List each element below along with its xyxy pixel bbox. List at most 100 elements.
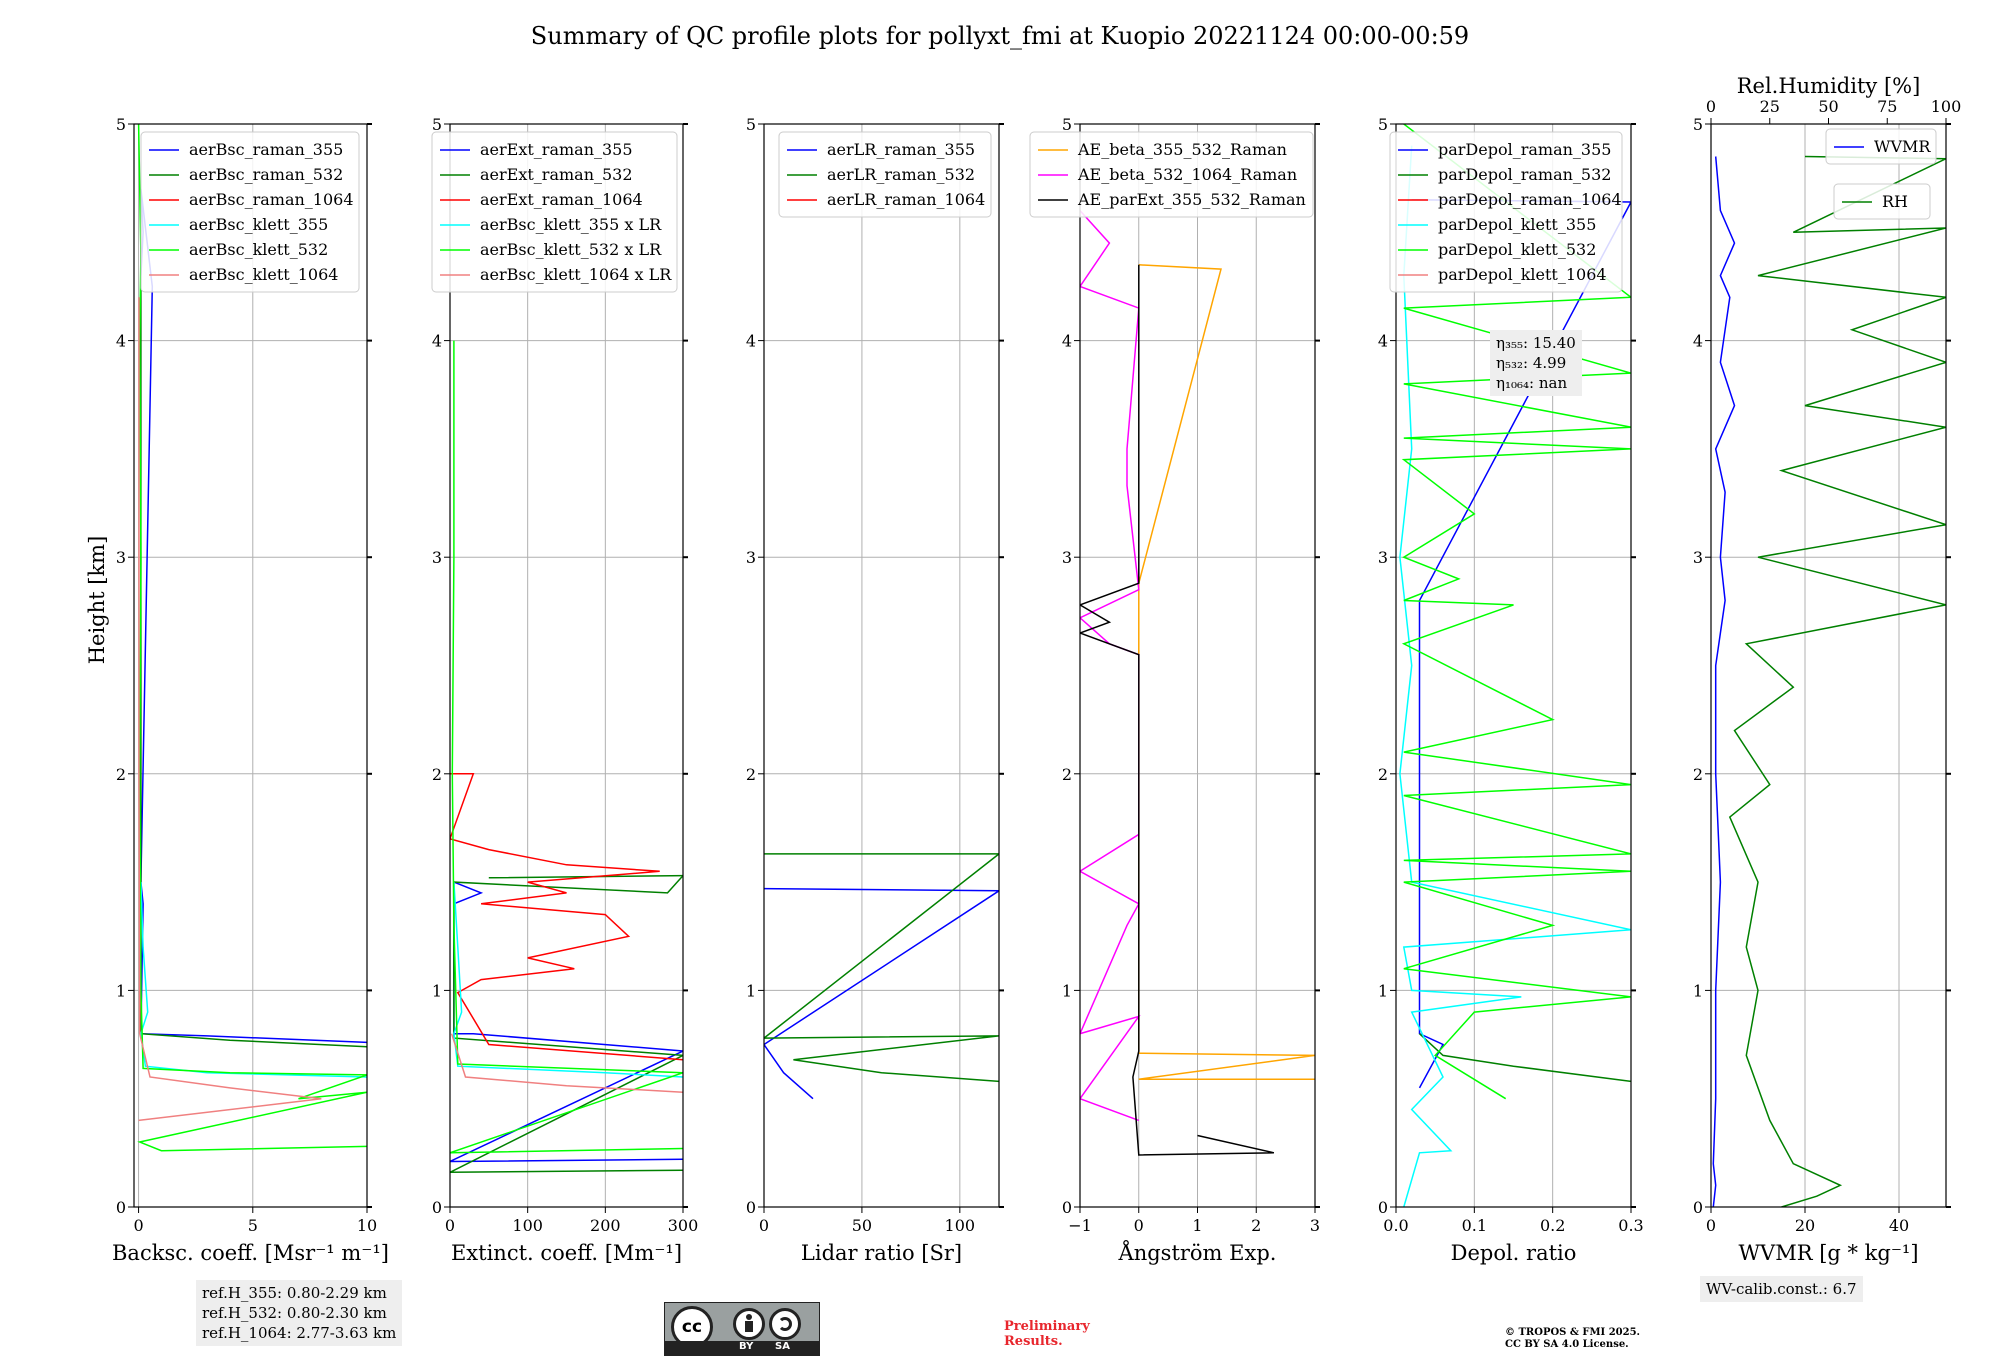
series-line-aerBsc_klett_532 — [137, 124, 367, 1152]
x-tick-label: 200 — [590, 1216, 621, 1235]
legend: parDepol_raman_355 parDepol_raman_532 parD… — [1389, 131, 1623, 293]
legend: AE_beta_355_532_Raman AE_beta_532_1064_Ra… — [1029, 131, 1314, 218]
legend-entry: WVMR — [1874, 137, 1931, 156]
series-line-aerExt_raman_355 — [450, 881, 683, 1163]
y-tick-label: 5 — [1062, 115, 1072, 134]
series-line-aerBsc_klett_355 — [140, 882, 367, 1078]
legend-entry: aerBsc_raman_1064 — [189, 190, 354, 209]
axes-frame — [133, 123, 368, 1208]
y-tick-label: 2 — [1062, 765, 1072, 784]
x-tick-label: 0 — [445, 1216, 455, 1235]
legend-entry: parDepol_raman_355 — [1438, 140, 1611, 159]
y-tick-label: 4 — [432, 332, 442, 351]
legend-entry: parDepol_klett_532 — [1438, 240, 1596, 259]
legend: RH — [1833, 183, 1931, 220]
legend-entry: AE_beta_532_1064_Raman — [1077, 165, 1297, 184]
legend-box — [778, 131, 992, 218]
axes-frame — [449, 123, 684, 1208]
y-tick-label: 3 — [432, 548, 442, 567]
legend-entry: AE_parExt_355_532_Raman — [1077, 190, 1306, 209]
legend-entry: aerLR_raman_532 — [827, 165, 975, 184]
eta-355: η₃₅₅: 15.40 — [1496, 334, 1576, 352]
series-line-aerBsc_klett_1064 x LR — [450, 1033, 683, 1093]
legend-entry: parDepol_klett_1064 — [1438, 265, 1607, 284]
y-tick-label: 5 — [1378, 115, 1388, 134]
y-tick-label: 4 — [1378, 332, 1388, 351]
legend-box — [1389, 131, 1623, 293]
series-line-RH — [1728, 155, 1946, 1207]
by-person-icon — [733, 1308, 765, 1340]
x-tick-label: 0.2 — [1540, 1216, 1565, 1235]
x2-tick-label: 100 — [1931, 97, 1962, 116]
legend: WVMR — [1825, 128, 1937, 165]
x-tick-label: 2 — [1251, 1216, 1261, 1235]
x-tick-label: 5 — [248, 1216, 258, 1235]
series-line-aerExt_raman_1064 — [450, 773, 683, 1061]
y-tick-label: 5 — [432, 115, 442, 134]
legend-entry: parDepol_klett_355 — [1438, 215, 1596, 234]
panel-p1: 0 1 2 3 4 5 0 5 10 Backsc. coeff. [Msr⁻¹ m⁻¹] aerB… — [112, 115, 389, 1265]
series-line-parDepol_klett_532 — [1401, 124, 1631, 1100]
refh-355: ref.H_355: 0.80-2.29 km — [202, 1284, 387, 1302]
x-tick-label: 300 — [668, 1216, 699, 1235]
legend-box — [140, 131, 360, 293]
y-tick-label: 5 — [1693, 115, 1703, 134]
series-line-parDepol_raman_532 — [1418, 1033, 1631, 1083]
y-tick-label: 2 — [1693, 765, 1703, 784]
y-tick-label: 4 — [1693, 332, 1703, 351]
y-tick-label: 0 — [1693, 1198, 1703, 1217]
y-tick-label: 4 — [1062, 332, 1072, 351]
series-line-parDepol_klett_355 — [1399, 145, 1631, 1207]
x-axis-label: Extinct. coeff. [Mm⁻¹] — [451, 1241, 682, 1265]
y-tick-label: 2 — [432, 765, 442, 784]
series-line-AE_beta_532_1064_Raman — [1080, 210, 1141, 1122]
y-tick-label: 0 — [746, 1198, 756, 1217]
panel-p2: 0 1 2 3 4 5 0 100 200 300 Extinct. coeff. [Mm⁻¹] ae… — [431, 115, 699, 1265]
legend-entry: aerExt_raman_532 — [480, 165, 633, 184]
legend-entry: aerLR_raman_355 — [827, 140, 975, 159]
x-tick-label: 0 — [1134, 1216, 1144, 1235]
eta-1064: η₁₀₆₄: nan — [1496, 374, 1568, 392]
wv-calib-box: WV-calib.const.: 6.7 — [1700, 1276, 1863, 1302]
x-tick-label: 3 — [1310, 1216, 1320, 1235]
series-line-AE_beta_355_532_Raman — [1138, 264, 1315, 1080]
legend-entry: aerBsc_raman_355 — [189, 140, 343, 159]
y-tick-label: 0 — [1378, 1198, 1388, 1217]
y-tick-label: 1 — [432, 981, 442, 1000]
eta-532: η₅₃₂: 4.99 — [1496, 354, 1567, 372]
series-line-aerBsc_klett_355 x LR — [453, 882, 683, 1078]
axes-frame — [763, 123, 1000, 1208]
y-axis-label: Height [km] — [85, 536, 109, 665]
legend-box — [1029, 131, 1314, 218]
y-tick-label: 1 — [1378, 981, 1388, 1000]
series-line-aerBsc_raman_355 — [140, 188, 367, 1044]
series-line-aerExt_raman_532 — [450, 874, 683, 1174]
x-axis-label: WVMR [g * kg⁻¹] — [1738, 1241, 1918, 1265]
x-tick-label: 100 — [512, 1216, 543, 1235]
reference-height-box: ref.H_355: 0.80-2.29 km ref.H_532: 0.80-… — [196, 1280, 403, 1346]
x-tick-label: 0.0 — [1383, 1216, 1408, 1235]
x-tick-label: 0 — [759, 1216, 769, 1235]
x-axis-label: Ångström Exp. — [1118, 1240, 1277, 1265]
legend-entry: aerExt_raman_1064 — [480, 190, 643, 209]
panel-p5: 0 1 2 3 4 5 0.0 0.1 0.2 0.3 Depol. ratio parDepol_r… — [1378, 115, 1644, 1265]
series-line-aerBsc_klett_532 x LR — [450, 340, 683, 1154]
series-line-aerBsc_raman_532 — [140, 210, 367, 1048]
x-tick-label: 10 — [357, 1216, 377, 1235]
y-tick-label: 0 — [432, 1198, 442, 1217]
series-line-WVMR — [1712, 156, 1736, 1207]
x2-tick-label: 75 — [1877, 97, 1897, 116]
y-tick-label: 2 — [1378, 765, 1388, 784]
legend-entry: aerBsc_klett_1064 — [189, 265, 338, 284]
x2-axis-label: Rel.Humidity [%] — [1737, 74, 1921, 98]
legend-box — [1833, 183, 1931, 220]
series-line-aerBsc_klett_1064 — [138, 297, 322, 1122]
y-tick-label: 2 — [116, 765, 126, 784]
y-tick-label: 0 — [1062, 1198, 1072, 1217]
legend-entry: AE_beta_355_532_Raman — [1077, 140, 1287, 159]
legend-entry: aerLR_raman_1064 — [827, 190, 985, 209]
cc-by-sa-logo: cc BY SA — [664, 1302, 820, 1356]
